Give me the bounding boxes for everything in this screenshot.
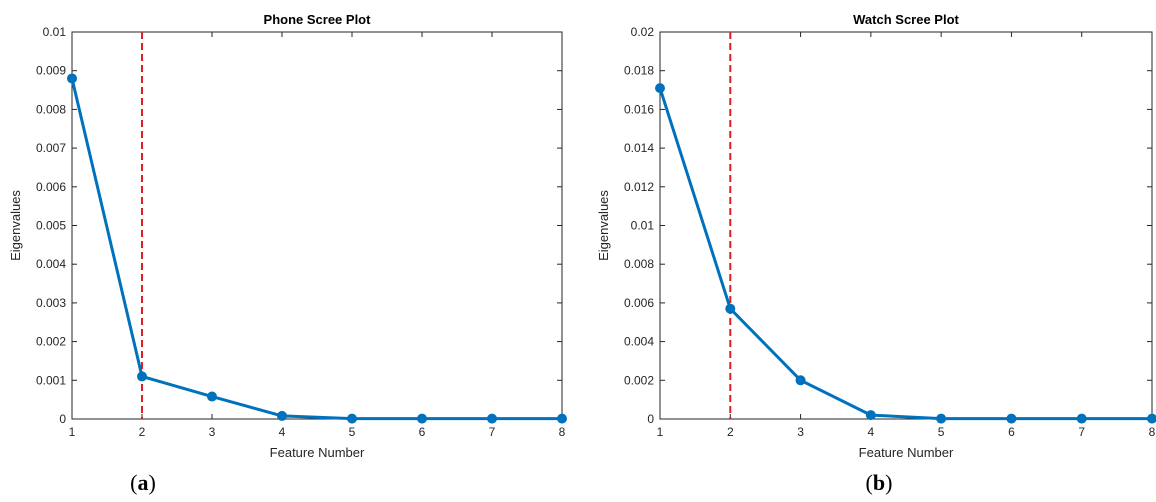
y-tick-label: 0.009 bbox=[36, 64, 66, 78]
y-tick-label: 0.004 bbox=[36, 257, 66, 271]
x-tick-label: 7 bbox=[1078, 425, 1085, 439]
x-tick-label: 3 bbox=[797, 425, 804, 439]
data-point bbox=[865, 410, 876, 421]
data-point bbox=[137, 371, 147, 382]
y-tick-label: 0.005 bbox=[36, 219, 66, 233]
x-tick-label: 5 bbox=[938, 425, 945, 439]
x-tick-label: 2 bbox=[139, 425, 146, 439]
chart-title: Phone Scree Plot bbox=[264, 12, 372, 27]
y-axis-label: Eigenvalues bbox=[8, 190, 23, 261]
chart-title: Watch Scree Plot bbox=[853, 12, 959, 27]
y-tick-label: 0.01 bbox=[43, 25, 67, 39]
panel-label-close: ) bbox=[149, 470, 156, 495]
x-tick-label: 7 bbox=[489, 425, 496, 439]
x-tick-label: 8 bbox=[1149, 425, 1156, 439]
x-tick-label: 5 bbox=[349, 425, 356, 439]
data-point bbox=[487, 413, 497, 424]
series-line bbox=[658, 87, 1152, 421]
data-point bbox=[795, 375, 806, 386]
y-tick-label: 0.006 bbox=[624, 296, 654, 310]
panel-label-letter: b bbox=[873, 470, 885, 495]
data-point bbox=[277, 410, 287, 421]
x-tick-label: 6 bbox=[1008, 425, 1015, 439]
y-tick-label: 0.018 bbox=[624, 64, 654, 78]
panel-label-open: ( bbox=[866, 470, 873, 495]
y-tick-label: 0.008 bbox=[624, 257, 654, 271]
y-tick-label: 0.008 bbox=[36, 102, 66, 116]
plot-area-frame bbox=[71, 31, 563, 420]
y-tick-label: 0.01 bbox=[631, 219, 655, 233]
panel-label: (a) bbox=[130, 470, 156, 495]
y-tick-label: 0.002 bbox=[36, 335, 66, 349]
x-axis-label: Feature Number bbox=[270, 445, 365, 460]
data-point bbox=[1006, 413, 1017, 424]
data-point bbox=[1147, 413, 1156, 424]
y-tick-label: 0.007 bbox=[36, 141, 66, 155]
data-point bbox=[417, 413, 427, 424]
data-point bbox=[557, 413, 567, 424]
series-line bbox=[70, 78, 562, 421]
y-tick-label: 0.012 bbox=[624, 180, 654, 194]
x-axis-label: Feature Number bbox=[859, 445, 954, 460]
chart-panel-2: 1 2 3 4 5 6 7 8 0 0.002 0.004 0.006 0.008 0.01 0.012 0.… bbox=[596, 12, 1156, 495]
x-tick-label: 2 bbox=[727, 425, 734, 439]
plot-area-frame bbox=[659, 31, 1153, 420]
y-tick-label: 0 bbox=[59, 412, 66, 426]
x-tick-label: 4 bbox=[868, 425, 875, 439]
y-tick-label: 0.02 bbox=[631, 25, 655, 39]
x-tick-label: 1 bbox=[69, 425, 76, 439]
y-tick-label: 0.006 bbox=[36, 180, 66, 194]
panel-label-letter: a bbox=[138, 470, 149, 495]
data-point bbox=[207, 391, 217, 402]
x-tick-label: 6 bbox=[419, 425, 426, 439]
data-point bbox=[725, 303, 736, 314]
x-tick-label: 3 bbox=[209, 425, 216, 439]
panel-label-open: ( bbox=[130, 470, 137, 495]
panel-label-close: ) bbox=[885, 470, 892, 495]
y-axis-label: Eigenvalues bbox=[596, 190, 611, 261]
y-tick-label: 0.016 bbox=[624, 102, 654, 116]
data-point bbox=[655, 83, 665, 94]
data-point bbox=[936, 413, 947, 424]
y-tick-label: 0.003 bbox=[36, 296, 66, 310]
chart-panel-1: 1 2 3 4 5 6 7 8 0 0.001 0.002 0.003 0.004 0.005 0.006 0… bbox=[8, 12, 567, 495]
panel-label: (b) bbox=[866, 470, 893, 495]
x-tick-label: 8 bbox=[559, 425, 566, 439]
y-tick-label: 0.001 bbox=[36, 373, 66, 387]
y-tick-label: 0.014 bbox=[624, 141, 654, 155]
x-tick-label: 1 bbox=[657, 425, 664, 439]
y-tick-label: 0.004 bbox=[624, 335, 654, 349]
data-point bbox=[1076, 413, 1087, 424]
x-tick-label: 4 bbox=[279, 425, 286, 439]
y-tick-label: 0 bbox=[647, 412, 654, 426]
y-tick-label: 0.002 bbox=[624, 373, 654, 387]
data-point bbox=[347, 413, 357, 424]
data-point bbox=[67, 73, 77, 84]
